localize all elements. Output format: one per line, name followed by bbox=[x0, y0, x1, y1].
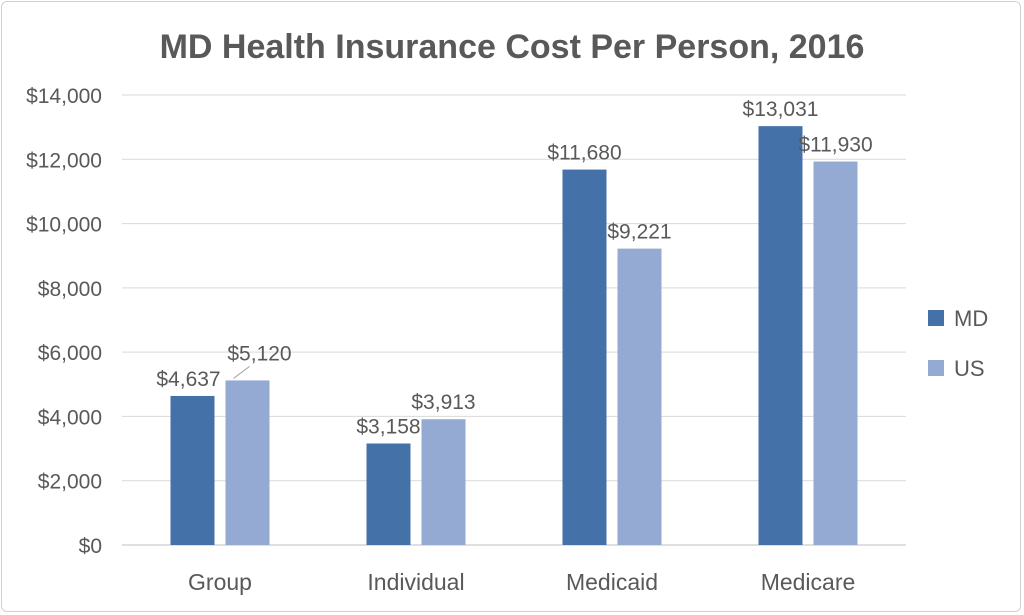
legend-label: MD bbox=[954, 306, 988, 331]
y-tick-label: $10,000 bbox=[26, 214, 102, 237]
x-tick-label: Medicaid bbox=[566, 569, 658, 595]
y-tick-label: $14,000 bbox=[26, 85, 102, 108]
legend-label: US bbox=[954, 356, 985, 381]
chart-title: MD Health Insurance Cost Per Person, 201… bbox=[160, 28, 865, 66]
leader-line bbox=[233, 366, 250, 379]
y-axis: $0 $2,000 $4,000 $6,000 $8,000 $10,000 $12,000… bbox=[26, 85, 102, 558]
legend-swatch-md bbox=[928, 310, 944, 326]
data-label: $3,158 bbox=[356, 415, 420, 438]
x-tick-label: Group bbox=[188, 569, 252, 595]
x-axis: Group Individual Medicaid Medicare bbox=[188, 569, 855, 595]
bar-us bbox=[813, 161, 858, 546]
bar-md bbox=[758, 126, 803, 546]
bar-md bbox=[170, 395, 215, 545]
data-label: $11,930 bbox=[798, 134, 872, 157]
y-tick-label: $8,000 bbox=[38, 278, 102, 301]
y-tick-label: $2,000 bbox=[38, 471, 102, 494]
y-tick-label: $6,000 bbox=[38, 342, 102, 365]
bar-us bbox=[225, 380, 270, 545]
data-label: $13,031 bbox=[743, 98, 819, 121]
x-tick-label: Individual bbox=[367, 569, 464, 595]
legend: MD US bbox=[928, 306, 988, 381]
data-label: $9,221 bbox=[607, 221, 671, 244]
data-label: $3,913 bbox=[411, 391, 475, 414]
data-label: $4,637 bbox=[156, 368, 220, 391]
data-label: $11,680 bbox=[547, 142, 621, 165]
bar-md bbox=[366, 443, 411, 545]
bar-us bbox=[617, 248, 662, 545]
bars: $4,637 $5,120 $3,158$3,913 $11,680 $9,221 $13… bbox=[156, 98, 873, 546]
x-tick-label: Medicare bbox=[761, 569, 856, 595]
data-label: $5,120 bbox=[227, 342, 291, 365]
legend-swatch-us bbox=[928, 360, 944, 376]
y-tick-label: $12,000 bbox=[26, 149, 102, 172]
bar-us bbox=[421, 419, 466, 545]
y-tick-label: $4,000 bbox=[38, 406, 102, 429]
y-tick-label: $0 bbox=[79, 535, 102, 558]
bar-md bbox=[562, 169, 607, 546]
